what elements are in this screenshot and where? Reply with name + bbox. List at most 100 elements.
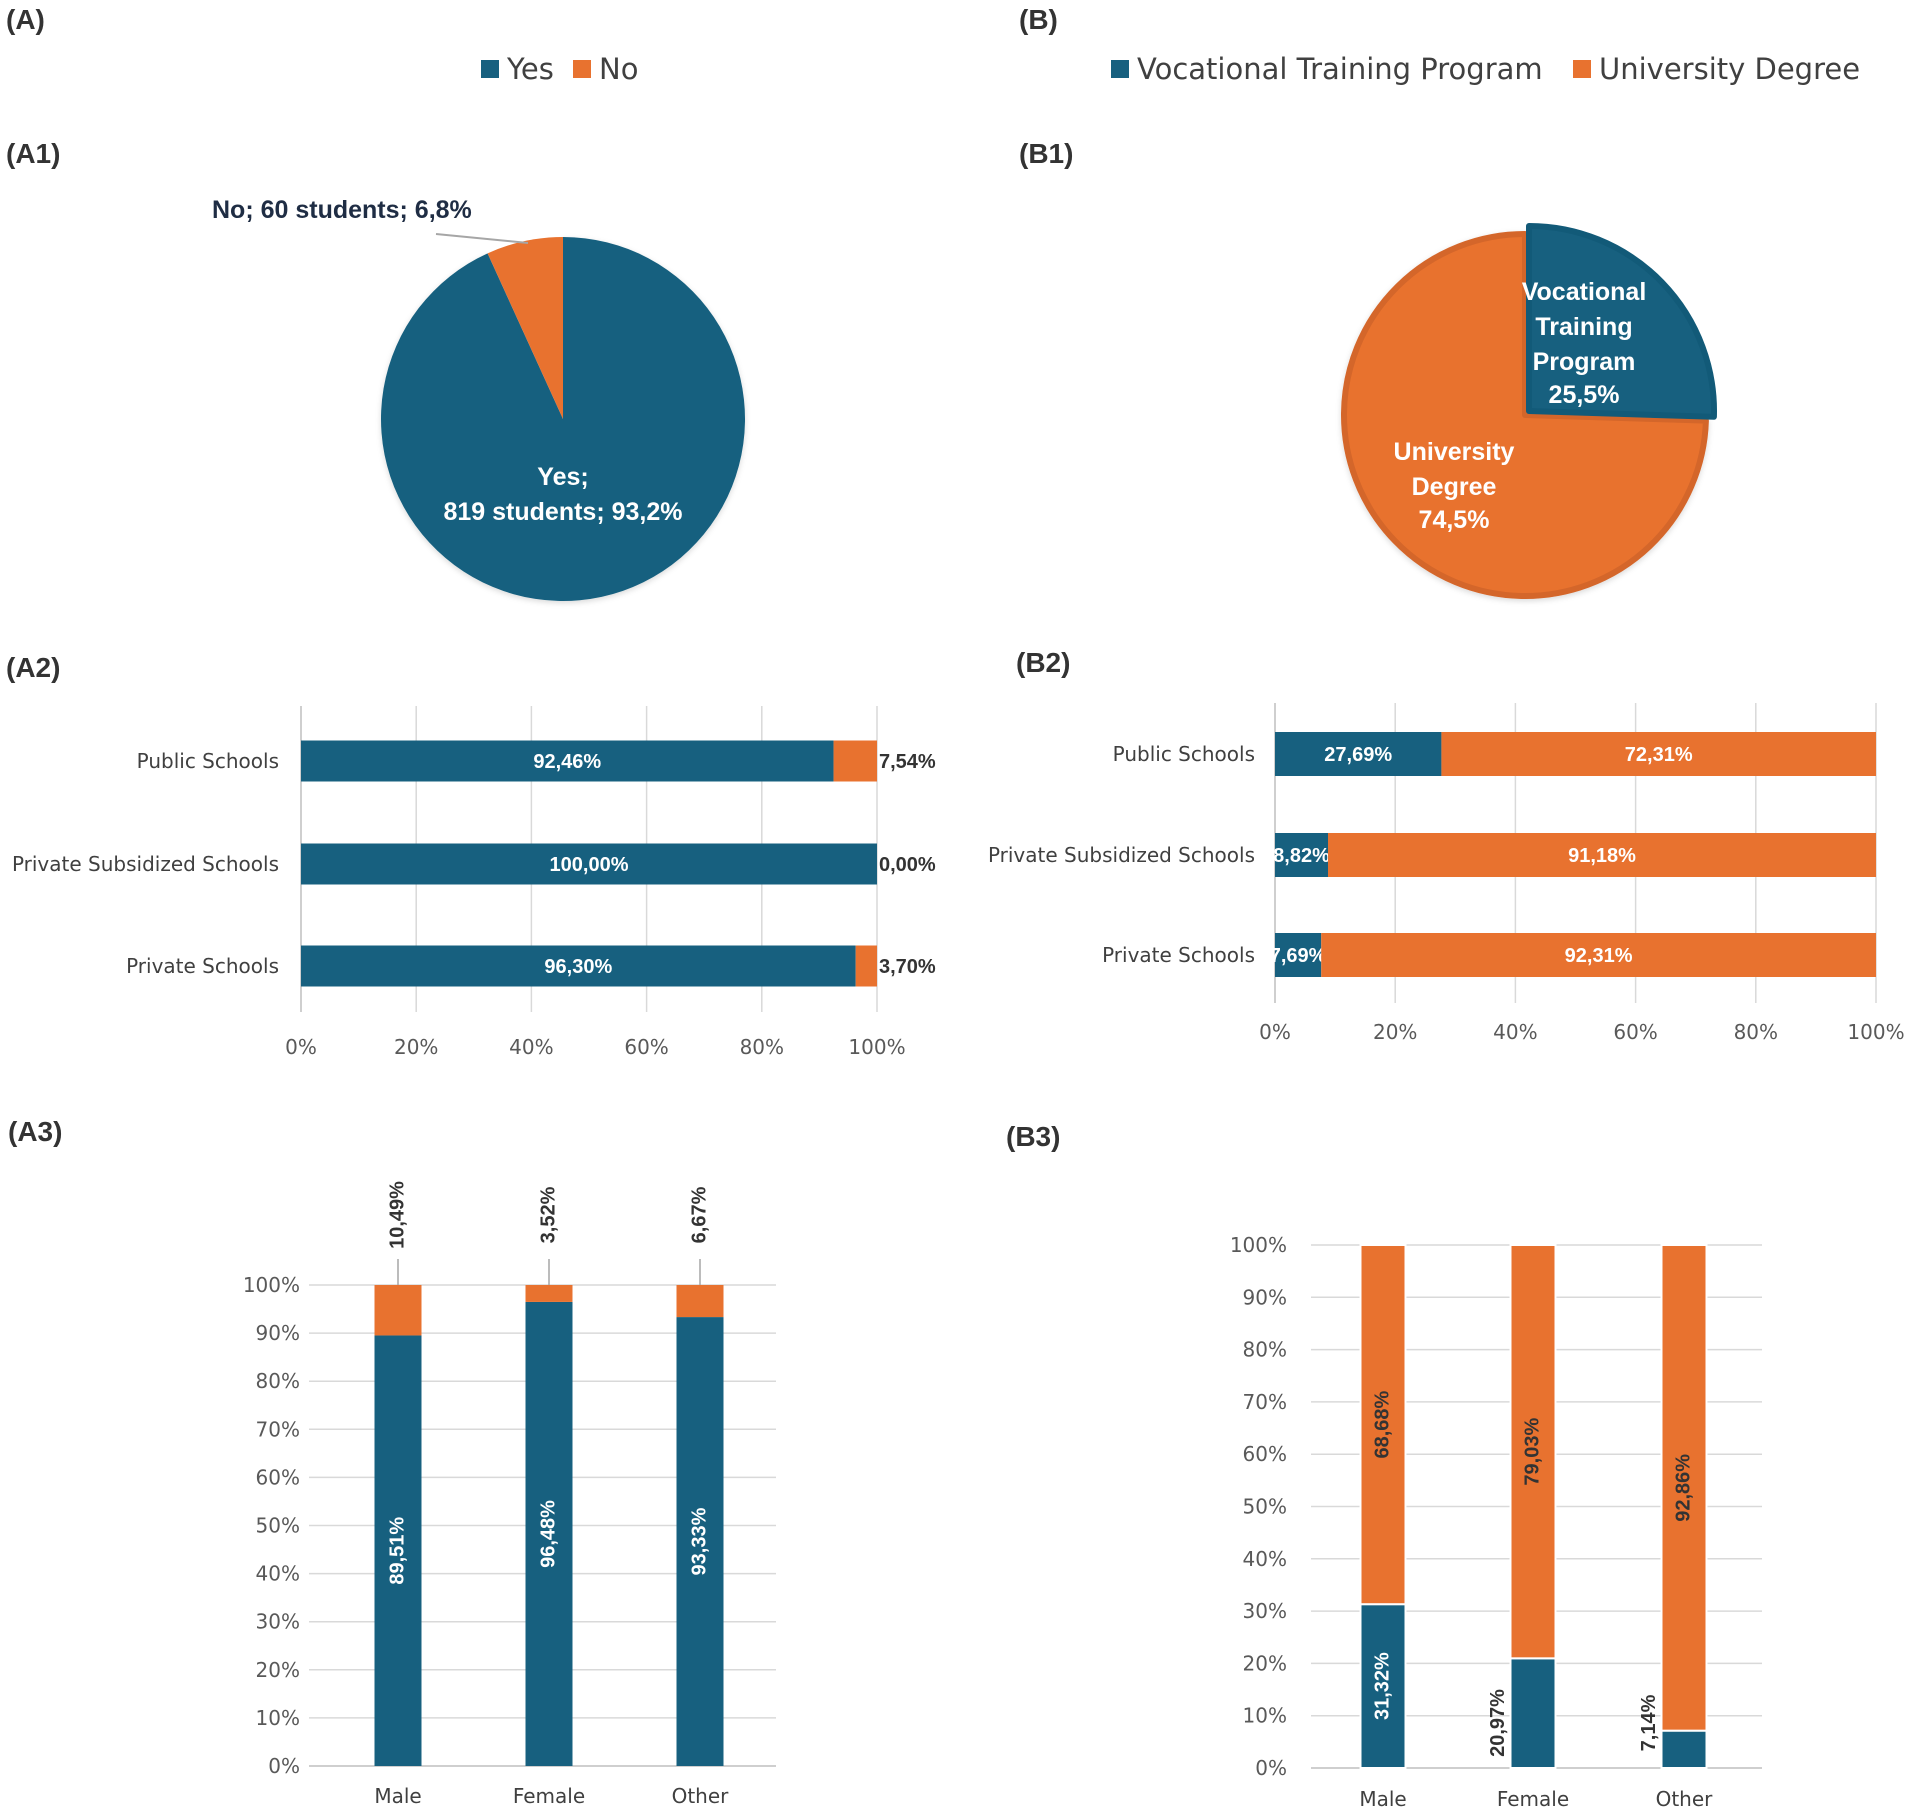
y-tick-label: 70% (256, 1417, 300, 1441)
chart-b3-columns: 0% 10% 20% 30% 40% 50% 60% 70% 80% 90% 100% Male 31,… (1230, 1233, 1762, 1811)
column-data-label: 7,14% (1638, 1694, 1660, 1751)
bar-data-label: 0,00% (879, 854, 936, 876)
column-segment-first (676, 1317, 724, 1766)
bar-data-label: 27,69% (1324, 744, 1392, 766)
bar-data-label: 3,70% (879, 956, 936, 978)
pie-label-ud-line2: Degree (1412, 473, 1497, 501)
legend-a-yes-label: Yes (506, 52, 554, 86)
column-data-label: 20,97% (1487, 1689, 1509, 1757)
x-tick-label: 60% (1613, 1020, 1657, 1044)
category-label: Other (672, 1784, 730, 1808)
column-data-label: 92,86% (1672, 1454, 1694, 1522)
panel-label-b2: (B2) (1016, 647, 1070, 678)
x-tick-label: 40% (1493, 1020, 1537, 1044)
column-segment-first (1660, 1729, 1708, 1770)
y-tick-label: 30% (256, 1610, 300, 1634)
pie-label-vtp-line3: Program (1533, 348, 1636, 376)
x-tick-label: 0% (1259, 1020, 1291, 1044)
column-segment-first (525, 1301, 573, 1766)
y-tick-label: 60% (1243, 1442, 1287, 1466)
bar-data-label: 91,18% (1568, 845, 1636, 867)
bar-data-label: 7,69% (1270, 945, 1327, 967)
bar-segment-first (301, 740, 834, 782)
y-tick-label: 90% (1243, 1285, 1287, 1309)
y-tick-label: 60% (256, 1465, 300, 1489)
pie-label-ud-line1: University (1394, 438, 1515, 466)
bar-data-label: 100,00% (550, 854, 629, 876)
category-label: Public Schools (1113, 742, 1255, 766)
pie-slice-vocational-training (1526, 223, 1717, 420)
bar-data-label: 72,31% (1625, 744, 1693, 766)
category-label: Female (513, 1784, 585, 1808)
legend-b-ud-swatch (1573, 60, 1591, 78)
bar-segment-first (1275, 833, 1329, 877)
column-data-label: 31,32% (1371, 1652, 1393, 1720)
column-data-label: 93,33% (688, 1507, 710, 1575)
x-tick-label: 20% (1373, 1020, 1417, 1044)
x-tick-label: 0% (285, 1035, 317, 1059)
category-label: Male (374, 1784, 421, 1808)
column-data-label: 68,68% (1371, 1390, 1393, 1458)
bar-data-label: 92,46% (533, 751, 601, 773)
y-tick-label: 90% (256, 1321, 300, 1345)
column-segment-second (1509, 1244, 1557, 1660)
category-label: Private Subsidized Schools (12, 852, 279, 876)
legend-b-vtp-label: Vocational Training Program (1137, 52, 1543, 86)
category-label: Private Subsidized Schools (988, 843, 1255, 867)
panel-label-a: (A) (6, 4, 45, 35)
y-tick-label: 40% (1243, 1547, 1287, 1571)
pie-label-yes-line1: Yes; (537, 463, 588, 491)
category-label: Private Schools (1102, 943, 1255, 967)
x-tick-label: 80% (740, 1035, 784, 1059)
y-tick-label: 50% (1243, 1495, 1287, 1519)
pie-slice-no (487, 237, 563, 419)
legend-b: Vocational Training Program University D… (1111, 52, 1860, 86)
y-tick-label: 10% (256, 1706, 300, 1730)
y-tick-label: 30% (1243, 1599, 1287, 1623)
category-label: Male (1359, 1787, 1406, 1811)
bar-data-label: 92,31% (1565, 945, 1633, 967)
legend-b-vtp-swatch (1111, 60, 1129, 78)
column-segment-second (1660, 1244, 1708, 1732)
column-segment-second (1359, 1244, 1407, 1606)
pie-label-ud-line3: 74,5% (1419, 506, 1490, 534)
category-label: Other (1656, 1787, 1714, 1811)
x-tick-label: 100% (848, 1035, 905, 1059)
legend-a-no-label: No (599, 52, 638, 86)
column-data-label: 3,52% (537, 1186, 559, 1243)
bar-segment-first (301, 945, 856, 987)
legend-a: Yes No (481, 52, 638, 86)
x-tick-label: 60% (624, 1035, 668, 1059)
x-tick-label: 40% (509, 1035, 553, 1059)
column-segment-first (1359, 1603, 1407, 1770)
chart-a3-columns: 0% 10% 20% 30% 40% 50% 60% 70% 80% 90% 100% Male 89,… (243, 1181, 776, 1808)
legend-a-yes-swatch (481, 60, 499, 78)
y-tick-label: 80% (256, 1369, 300, 1393)
pie-leader-line-no (435, 233, 529, 244)
bar-data-label: 96,30% (544, 956, 612, 978)
category-label: Private Schools (126, 954, 279, 978)
bar-segment-second (1328, 833, 1876, 877)
y-tick-label: 40% (256, 1562, 300, 1586)
y-tick-label: 20% (256, 1658, 300, 1682)
pie-label-vtp-line4: 25,5% (1549, 381, 1620, 409)
category-label: Public Schools (137, 749, 279, 773)
x-tick-label: 80% (1734, 1020, 1778, 1044)
pie-label-vtp-line2: Training (1535, 313, 1632, 341)
chart-b2-bars: 0% 20% 40% 60% 80% 100% Public Schools 27,69% 72… (988, 703, 1905, 1044)
bar-data-label: 8,82% (1273, 845, 1330, 867)
y-tick-label: 70% (1243, 1390, 1287, 1414)
column-data-label: 89,51% (386, 1517, 408, 1585)
x-tick-label: 100% (1847, 1020, 1904, 1044)
bar-segment-first (1275, 732, 1442, 776)
y-tick-label: 10% (1243, 1704, 1287, 1728)
panel-label-b3: (B3) (1006, 1121, 1060, 1152)
panel-label-b: (B) (1019, 4, 1058, 35)
column-data-label: 6,67% (688, 1186, 710, 1243)
y-tick-label: 80% (1243, 1338, 1287, 1362)
pie-label-yes-line2: 819 students; 93,2% (444, 498, 683, 526)
column-data-label: 10,49% (386, 1181, 408, 1249)
category-label: Female (1497, 1787, 1569, 1811)
panel-label-a1: (A1) (6, 138, 60, 169)
